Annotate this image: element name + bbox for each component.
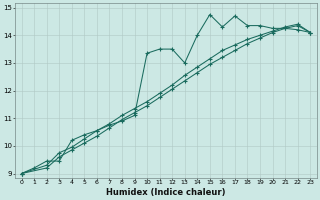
X-axis label: Humidex (Indice chaleur): Humidex (Indice chaleur) [106, 188, 226, 197]
